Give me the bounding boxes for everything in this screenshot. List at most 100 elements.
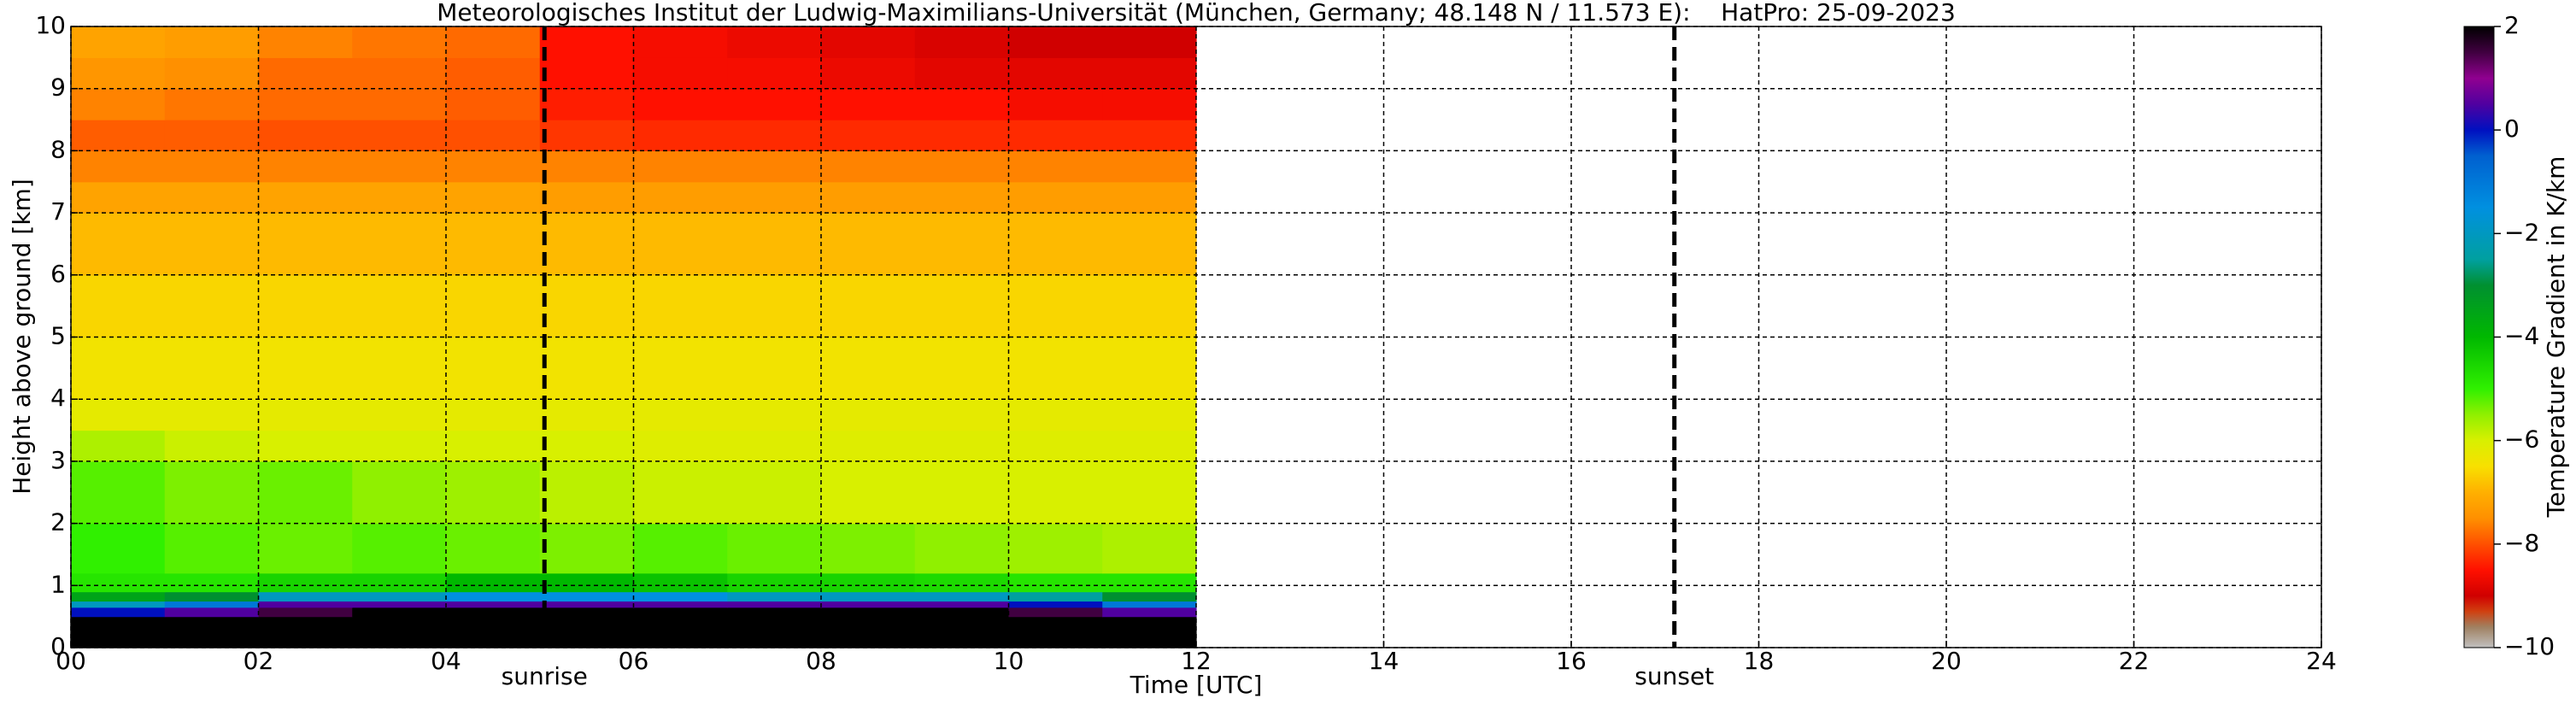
heatmap-cell xyxy=(446,26,541,58)
x-tick-label: 24 xyxy=(2306,647,2337,675)
heatmap-cell xyxy=(914,399,1010,431)
x-tick-label: 18 xyxy=(1744,647,1775,675)
heatmap-cell xyxy=(446,461,541,525)
heatmap-cell xyxy=(1008,523,1103,574)
y-tick-label: 4 xyxy=(50,384,66,412)
plot-frame xyxy=(70,26,2322,648)
heatmap-cell xyxy=(1008,213,1103,276)
heatmap-cell xyxy=(539,601,635,608)
heatmap-cell xyxy=(633,591,728,602)
heatmap-cell xyxy=(446,399,541,431)
heatmap-cell xyxy=(258,120,353,151)
heatmap-cell xyxy=(1008,88,1103,120)
heatmap-cell xyxy=(539,88,635,120)
heatmap-cell xyxy=(914,120,1010,151)
heatmap-cell xyxy=(164,601,260,608)
heatmap-cell xyxy=(446,274,541,338)
heatmap-cell xyxy=(1008,591,1103,602)
heatmap-cell xyxy=(352,430,447,462)
heatmap-cell xyxy=(1008,572,1103,593)
heatmap-cell xyxy=(539,399,635,431)
y-tick-label: 6 xyxy=(50,260,66,288)
heatmap-cell xyxy=(727,591,822,602)
heatmap-cell xyxy=(1102,461,1197,525)
heatmap-cell xyxy=(914,213,1010,276)
heatmap-cell xyxy=(1102,430,1197,462)
heatmap-cell xyxy=(1008,461,1103,525)
heatmap-cell xyxy=(539,572,635,593)
x-tick-label: 16 xyxy=(1556,647,1587,675)
colorbar-label: Temperature Gradient in K/km xyxy=(2542,156,2570,519)
heatmap-cell xyxy=(914,150,1010,183)
y-tick-label: 10 xyxy=(35,11,66,39)
x-tick-label: 20 xyxy=(1931,647,1962,675)
heatmap-cell xyxy=(352,399,447,431)
heatmap-cell xyxy=(446,213,541,276)
heatmap-cell xyxy=(71,274,166,338)
heatmap-cell xyxy=(633,274,728,338)
heatmap-cell xyxy=(727,88,822,120)
heatmap-cell xyxy=(164,150,260,183)
heatmap-cell xyxy=(1008,616,1103,648)
heatmap-cell xyxy=(258,523,353,574)
heatmap-cell xyxy=(71,430,166,462)
heatmap-cell xyxy=(539,337,635,400)
heatmap-cell xyxy=(1102,616,1197,648)
x-tick-label: 08 xyxy=(806,647,836,675)
heatmap-cell xyxy=(914,461,1010,525)
heatmap-cell xyxy=(71,616,166,648)
heatmap-cell xyxy=(258,591,353,602)
heatmap-cell xyxy=(352,337,447,400)
x-tick-label: 06 xyxy=(619,647,649,675)
heatmap-cell xyxy=(258,26,353,58)
heatmap-cell xyxy=(633,601,728,608)
heatmap-cell xyxy=(1102,274,1197,338)
heatmap-cell xyxy=(164,181,260,214)
heatmap-cell xyxy=(258,57,353,90)
y-tick-label: 7 xyxy=(50,197,66,226)
heatmap-cell xyxy=(1008,181,1103,214)
heatmap-cell xyxy=(821,607,916,618)
heatmap-cell xyxy=(1102,607,1197,618)
heatmap-cell xyxy=(164,523,260,574)
heatmap-cell xyxy=(539,274,635,338)
x-axis-label: Time [UTC] xyxy=(1130,671,1263,699)
heatmap-cell xyxy=(633,150,728,183)
heatmap-cell xyxy=(352,274,447,338)
heatmap-cell xyxy=(539,213,635,276)
heatmap-cell xyxy=(258,461,353,525)
event-label: sunset xyxy=(1634,662,1714,690)
heatmap-cell xyxy=(914,337,1010,400)
heatmap-cell xyxy=(352,88,447,120)
heatmap-cell xyxy=(727,213,822,276)
heatmap-cell xyxy=(446,337,541,400)
chart-title: Meteorologisches Institut der Ludwig-Max… xyxy=(437,0,1956,26)
heatmap-cell xyxy=(1102,120,1197,151)
heatmap-cell xyxy=(164,461,260,525)
heatmap-cell xyxy=(164,616,260,648)
heatmap-cell xyxy=(446,607,541,618)
heatmap-cell xyxy=(633,461,728,525)
heatmap-cell xyxy=(258,607,353,618)
heatmap-cell xyxy=(727,150,822,183)
heatmap-cell xyxy=(71,150,166,183)
x-tick-label: 14 xyxy=(1369,647,1399,675)
heatmap-cell xyxy=(821,88,916,120)
heatmap-cell xyxy=(352,591,447,602)
heatmap-cell xyxy=(914,26,1010,58)
heatmap-cell xyxy=(1102,337,1197,400)
heatmap-cell xyxy=(1008,57,1103,90)
heatmap-cell xyxy=(539,461,635,525)
y-tick-label: 1 xyxy=(50,570,66,598)
x-tick-label: 02 xyxy=(244,647,274,675)
heatmap-cell xyxy=(727,274,822,338)
heatmap-cell xyxy=(352,150,447,183)
heatmap-cell xyxy=(539,57,635,90)
heatmap-cell xyxy=(1008,120,1103,151)
heatmap-cell xyxy=(539,616,635,648)
heatmap-cell xyxy=(258,601,353,608)
heatmap-cell xyxy=(1008,274,1103,338)
heatmap-cell xyxy=(914,57,1010,90)
heatmap-cell xyxy=(446,150,541,183)
